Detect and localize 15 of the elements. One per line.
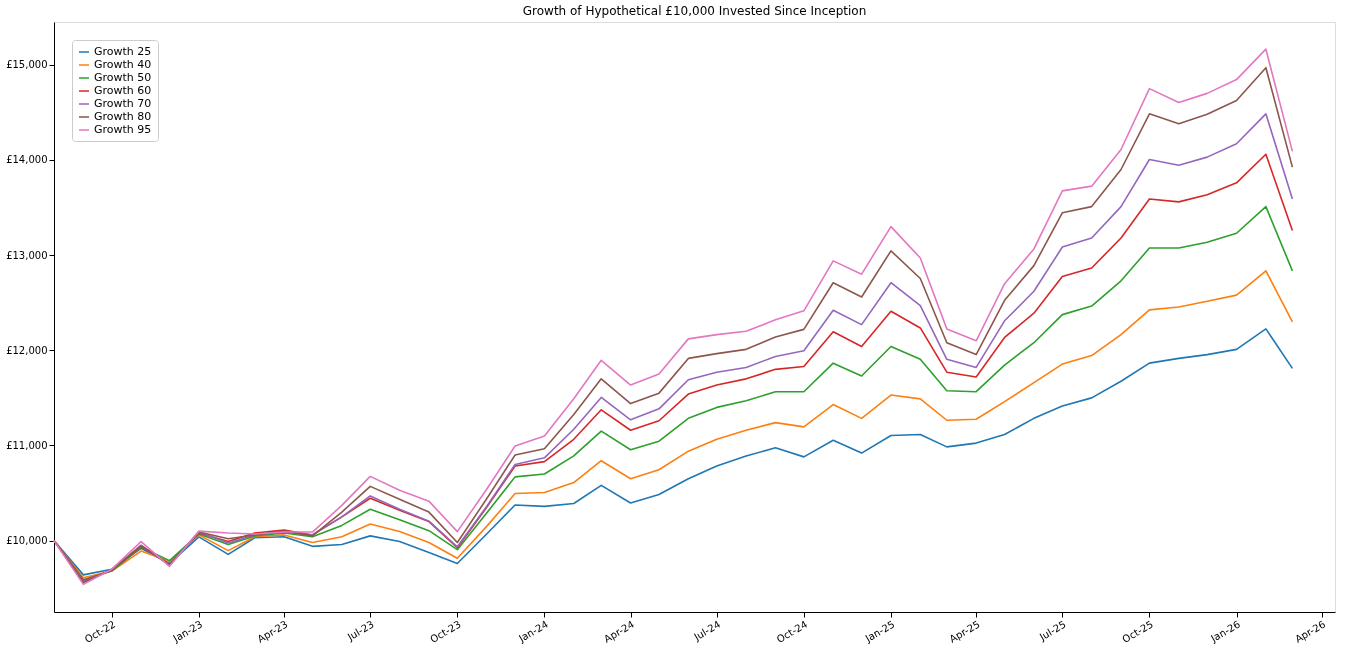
legend-label: Growth 95 bbox=[94, 123, 152, 136]
legend-label: Growth 80 bbox=[94, 110, 152, 123]
y-tick-label: £12,000 bbox=[6, 344, 48, 356]
line-series bbox=[53, 328, 1294, 576]
y-tick-label: £14,000 bbox=[6, 154, 48, 166]
y-tick-label: £11,000 bbox=[6, 439, 48, 451]
y-tick-label: £15,000 bbox=[6, 59, 48, 71]
legend-label: Growth 50 bbox=[94, 71, 152, 84]
legend-label: Growth 25 bbox=[94, 45, 152, 58]
chart-title: Growth of Hypothetical £10,000 Invested Since Inception bbox=[522, 4, 867, 18]
y-tick-label: £13,000 bbox=[6, 249, 48, 261]
y-tick-label: £10,000 bbox=[6, 535, 48, 547]
legend-label: Growth 70 bbox=[94, 97, 152, 110]
legend-label: Growth 40 bbox=[94, 58, 152, 71]
legend-label: Growth 60 bbox=[94, 84, 152, 97]
